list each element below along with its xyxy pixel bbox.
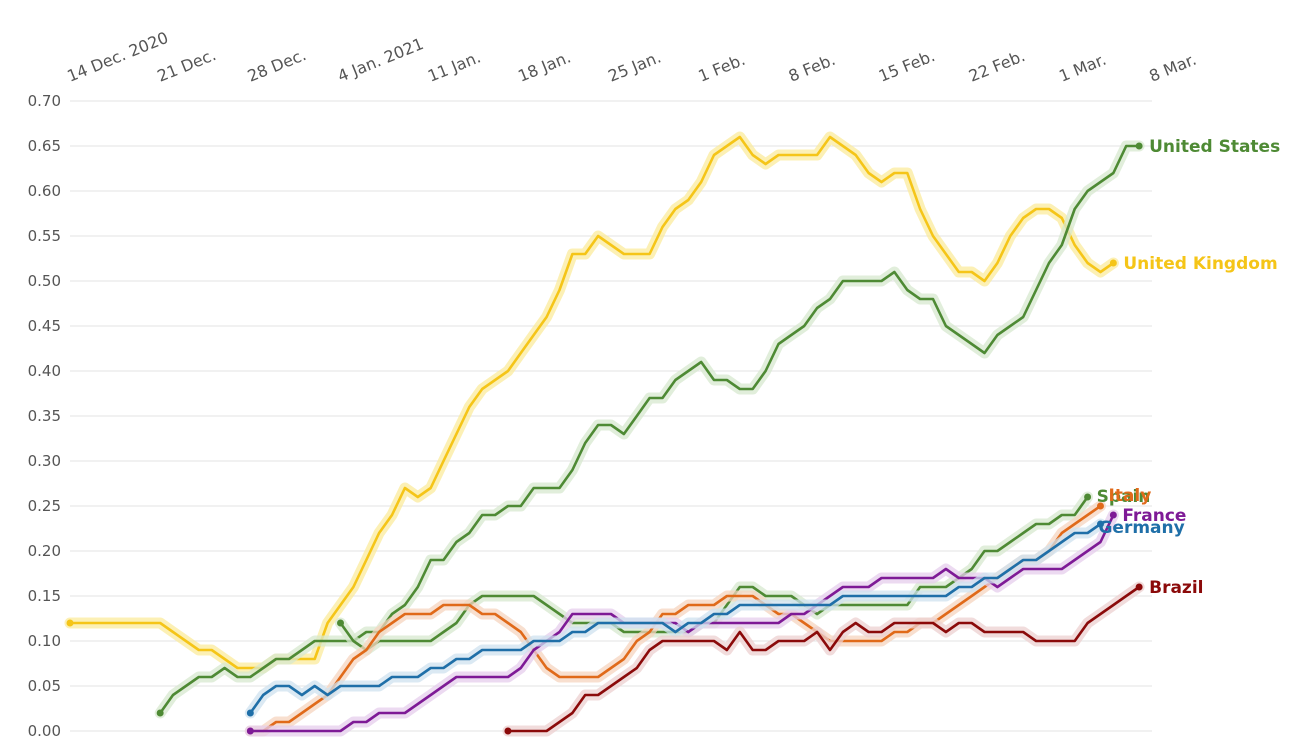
- x-tick-label: 1 Feb.: [696, 50, 748, 86]
- start-point-brazil: [504, 727, 512, 735]
- series-label-italy: Italy: [1108, 486, 1151, 506]
- series-lines: [64, 131, 1145, 737]
- series-line-united-kingdom: [68, 135, 1115, 670]
- gridlines: [70, 100, 1152, 732]
- series-labels: United States United Kingdom SpainItalyFra…: [1097, 137, 1281, 598]
- series-label-brazil: Brazil: [1149, 578, 1203, 598]
- end-point-italy: [1096, 502, 1104, 510]
- end-point-france: [1109, 511, 1117, 519]
- y-tick-label: 0.10: [28, 632, 61, 650]
- y-tick-label: 0.70: [28, 92, 61, 110]
- x-tick-label: 28 Dec.: [245, 45, 309, 86]
- series-line-brazil: [506, 585, 1141, 733]
- y-tick-label: 0.25: [28, 497, 61, 515]
- y-axis: 0.00 0.05 0.10 0.15 0.20 0.25 0.30 0.35 0.40 0.45…: [28, 92, 61, 740]
- x-tick-label: 25 Jan.: [605, 47, 663, 85]
- y-tick-label: 0.60: [28, 182, 61, 200]
- x-tick-label: 8 Mar.: [1146, 50, 1199, 86]
- x-tick-label: 1 Mar.: [1056, 50, 1109, 86]
- series-united-states: [154, 140, 1145, 719]
- y-tick-label: 0.35: [28, 407, 61, 425]
- series-united-kingdom: [64, 131, 1119, 674]
- y-tick-label: 0.20: [28, 542, 61, 560]
- end-point-brazil: [1135, 583, 1143, 591]
- y-tick-label: 0.05: [28, 677, 61, 695]
- x-tick-label: 18 Jan.: [515, 47, 573, 85]
- end-point-germany: [1096, 520, 1104, 528]
- series-label-france: France: [1122, 506, 1186, 526]
- y-tick-label: 0.50: [28, 272, 61, 290]
- series-line-united-states: [158, 144, 1141, 715]
- start-point-united-kingdom: [66, 619, 74, 627]
- x-tick-label: 11 Jan.: [425, 47, 483, 85]
- x-tick-label: 14 Dec. 2020: [64, 28, 171, 86]
- x-tick-label: 21 Dec.: [155, 45, 219, 86]
- end-point-united-kingdom: [1109, 259, 1117, 267]
- start-point-france: [246, 727, 254, 735]
- series-germany: [244, 518, 1106, 719]
- series-label-united-states: United States: [1149, 137, 1280, 157]
- x-tick-label: 8 Feb.: [786, 50, 838, 86]
- series-label-spain: Spain: [1097, 487, 1151, 507]
- series-label-united-kingdom: United Kingdom: [1123, 254, 1277, 274]
- end-point-united-states: [1135, 142, 1143, 150]
- y-tick-label: 0.65: [28, 137, 61, 155]
- end-point-spain: [1084, 493, 1092, 501]
- series-line-germany: [249, 522, 1102, 715]
- start-point-germany: [246, 709, 254, 717]
- start-point-spain: [337, 619, 344, 627]
- start-point-united-states: [156, 709, 164, 717]
- series-brazil: [502, 581, 1145, 737]
- series-label-germany: Germany: [1098, 518, 1184, 538]
- x-tick-label: 22 Feb.: [966, 46, 1028, 86]
- y-tick-label: 0.40: [28, 362, 61, 380]
- y-tick-label: 0.15: [28, 587, 61, 605]
- y-tick-label: 0.55: [28, 227, 61, 245]
- x-tick-label: 15 Feb.: [876, 46, 938, 86]
- series-line-italy: [249, 504, 1102, 733]
- y-tick-label: 0.00: [28, 722, 61, 740]
- x-tick-label: 4 Jan. 2021: [335, 34, 426, 86]
- y-tick-label: 0.30: [28, 452, 61, 470]
- y-tick-label: 0.45: [28, 317, 61, 335]
